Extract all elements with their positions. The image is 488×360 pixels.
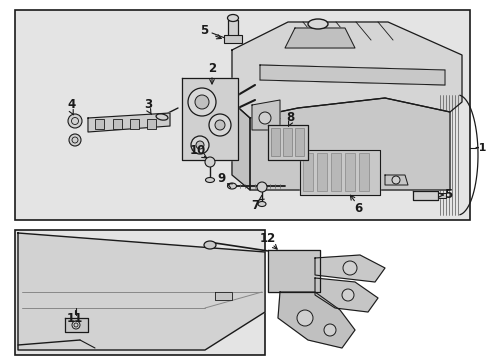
Polygon shape — [267, 250, 319, 292]
Bar — [345, 153, 354, 191]
Circle shape — [296, 310, 312, 326]
Polygon shape — [412, 191, 437, 200]
Circle shape — [324, 324, 335, 336]
Bar — [316, 153, 326, 191]
Polygon shape — [249, 98, 449, 190]
Text: 2: 2 — [207, 62, 216, 75]
Polygon shape — [260, 65, 444, 85]
Text: 11: 11 — [67, 311, 83, 324]
Bar — [330, 153, 340, 191]
Circle shape — [259, 112, 270, 124]
Text: -1: -1 — [474, 143, 486, 153]
Circle shape — [215, 120, 224, 130]
Bar — [130, 119, 139, 129]
Circle shape — [391, 176, 399, 184]
Text: 12: 12 — [259, 231, 276, 244]
Polygon shape — [18, 233, 264, 350]
Text: 10: 10 — [189, 144, 206, 157]
Circle shape — [68, 114, 82, 128]
Circle shape — [342, 261, 356, 275]
Bar — [303, 153, 312, 191]
Ellipse shape — [156, 114, 167, 120]
Circle shape — [196, 141, 203, 149]
Circle shape — [72, 321, 80, 329]
Polygon shape — [278, 292, 354, 348]
Text: 6: 6 — [353, 202, 362, 215]
Text: 9: 9 — [218, 171, 225, 185]
Circle shape — [208, 114, 230, 136]
Polygon shape — [437, 193, 445, 198]
Polygon shape — [251, 100, 280, 130]
Text: 4: 4 — [68, 98, 76, 111]
Ellipse shape — [205, 177, 214, 183]
Polygon shape — [314, 278, 377, 312]
Circle shape — [341, 289, 353, 301]
Polygon shape — [88, 113, 170, 132]
Polygon shape — [215, 292, 231, 300]
Bar — [147, 119, 156, 129]
Ellipse shape — [227, 14, 238, 22]
Text: 3: 3 — [143, 98, 152, 111]
Bar — [15, 10, 469, 220]
Polygon shape — [231, 22, 461, 118]
Bar — [227, 20, 238, 36]
Polygon shape — [314, 255, 384, 282]
Ellipse shape — [227, 183, 236, 189]
Circle shape — [69, 134, 81, 146]
Bar — [358, 153, 368, 191]
Bar — [15, 230, 264, 355]
Text: 5: 5 — [200, 23, 208, 36]
Polygon shape — [267, 125, 307, 160]
Bar — [283, 128, 291, 156]
Circle shape — [257, 182, 266, 192]
Text: 7: 7 — [250, 198, 259, 212]
Circle shape — [204, 157, 215, 167]
Bar — [270, 128, 280, 156]
Ellipse shape — [203, 241, 216, 249]
Bar — [294, 128, 304, 156]
Polygon shape — [231, 102, 249, 190]
Bar — [113, 119, 122, 129]
Ellipse shape — [258, 202, 265, 207]
Circle shape — [195, 95, 208, 109]
Bar — [224, 35, 242, 43]
Polygon shape — [65, 318, 88, 332]
Text: 8: 8 — [285, 111, 293, 123]
Polygon shape — [285, 28, 354, 48]
Ellipse shape — [307, 19, 327, 29]
Bar — [95, 119, 104, 129]
Polygon shape — [182, 78, 238, 160]
Polygon shape — [384, 175, 407, 185]
Text: 5: 5 — [443, 188, 451, 201]
Polygon shape — [299, 150, 379, 195]
Circle shape — [191, 136, 208, 154]
Circle shape — [187, 88, 216, 116]
